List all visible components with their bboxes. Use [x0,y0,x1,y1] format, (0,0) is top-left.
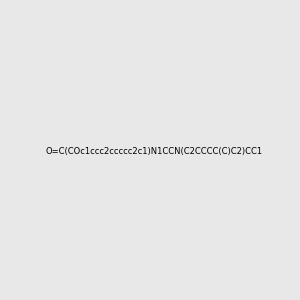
Text: O=C(COc1ccc2ccccc2c1)N1CCN(C2CCCC(C)C2)CC1: O=C(COc1ccc2ccccc2c1)N1CCN(C2CCCC(C)C2)C… [45,147,262,156]
